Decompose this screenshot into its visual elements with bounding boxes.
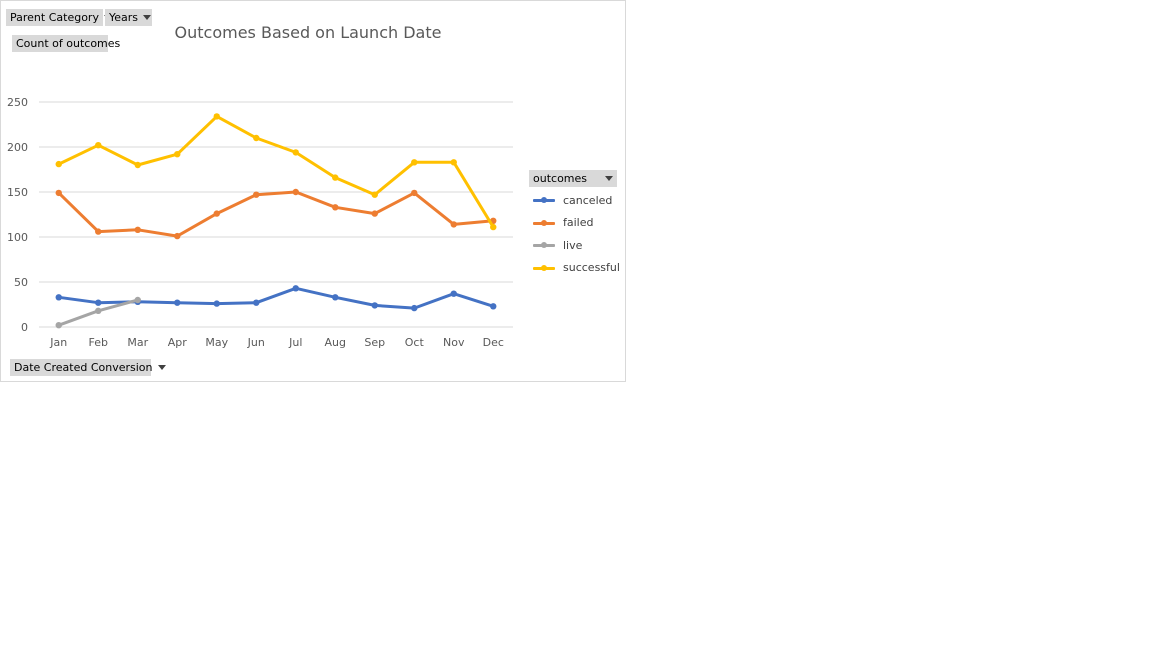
- legend-label: failed: [563, 216, 594, 230]
- data-point-successful[interactable]: [213, 113, 220, 120]
- data-point-canceled[interactable]: [95, 299, 102, 306]
- date-created-conversion-button[interactable]: Date Created Conversion: [10, 359, 166, 376]
- data-point-canceled[interactable]: [332, 294, 339, 301]
- data-point-canceled[interactable]: [490, 303, 497, 310]
- legend-item-canceled[interactable]: canceled: [531, 189, 627, 212]
- data-point-failed[interactable]: [174, 232, 181, 240]
- data-point-failed[interactable]: [55, 189, 62, 197]
- data-point-canceled[interactable]: [55, 294, 62, 301]
- x-tick-label: Apr: [168, 336, 188, 349]
- data-point-live[interactable]: [134, 296, 141, 304]
- x-tick-label: Mar: [127, 336, 148, 349]
- data-point-successful[interactable]: [411, 159, 418, 166]
- x-tick-label: Jul: [288, 336, 302, 349]
- legend: canceled failed live successful: [531, 189, 627, 279]
- series-successful[interactable]: [55, 113, 497, 231]
- values-field-label: Count of outcomes: [16, 37, 121, 50]
- chart-title: Outcomes Based on Launch Date: [174, 23, 442, 42]
- x-tick-label: May: [205, 336, 228, 349]
- legend-label: live: [563, 238, 583, 252]
- legend-swatch-icon: [531, 263, 557, 273]
- x-tick-label: Jun: [247, 336, 265, 349]
- data-point-failed[interactable]: [95, 228, 102, 235]
- legend-item-live[interactable]: live: [531, 234, 627, 257]
- data-point-canceled[interactable]: [174, 299, 181, 306]
- x-tick-label: Feb: [89, 336, 108, 349]
- legend-item-failed[interactable]: failed: [531, 212, 627, 235]
- data-point-canceled[interactable]: [213, 300, 220, 307]
- data-point-canceled[interactable]: [371, 302, 378, 309]
- data-point-successful[interactable]: [95, 142, 102, 149]
- parent-category-filter-button[interactable]: Parent Category: [6, 9, 112, 26]
- legend-swatch-icon: [531, 218, 557, 228]
- data-point-successful[interactable]: [174, 151, 181, 158]
- data-point-successful[interactable]: [371, 191, 378, 198]
- parent-category-filter-label: Parent Category: [10, 11, 99, 24]
- gridlines: [39, 101, 513, 328]
- data-point-failed[interactable]: [134, 226, 141, 233]
- x-axis-ticks: Jan Feb Mar Apr May Jun Jul Aug Sep Oct Nov Dec: [49, 336, 504, 349]
- x-tick-label: Oct: [405, 336, 425, 349]
- data-point-successful[interactable]: [332, 174, 339, 181]
- y-tick-label: 150: [7, 186, 28, 199]
- legend-label: successful: [563, 261, 620, 275]
- years-filter-label: Years: [109, 11, 139, 24]
- y-axis-ticks: 0 50 100 150 200 250: [7, 96, 28, 334]
- legend-swatch-icon: [531, 195, 557, 205]
- series-live[interactable]: [55, 296, 141, 329]
- legend-label: canceled: [563, 193, 613, 207]
- data-point-live[interactable]: [95, 307, 102, 314]
- data-point-successful[interactable]: [253, 134, 260, 142]
- data-point-failed[interactable]: [332, 204, 339, 211]
- data-point-successful[interactable]: [55, 160, 62, 168]
- series-failed[interactable]: [55, 188, 497, 240]
- y-tick-label: 50: [14, 276, 28, 289]
- data-point-canceled[interactable]: [253, 299, 260, 306]
- data-point-successful[interactable]: [134, 161, 141, 169]
- x-tick-label: Jan: [49, 336, 67, 349]
- date-created-conversion-label: Date Created Conversion: [14, 361, 153, 374]
- series-line-failed[interactable]: [57, 190, 495, 238]
- data-point-canceled[interactable]: [450, 290, 457, 297]
- data-point-successful[interactable]: [450, 159, 457, 166]
- data-point-failed[interactable]: [213, 210, 220, 217]
- dropdown-arrow-icon[interactable]: [605, 176, 613, 181]
- series-line-successful[interactable]: [57, 114, 495, 229]
- x-tick-label: Nov: [443, 336, 465, 349]
- data-point-failed[interactable]: [371, 210, 378, 217]
- y-tick-label: 250: [7, 96, 28, 109]
- pivot-chart[interactable]: Parent Category Years Count of outcomes …: [0, 0, 626, 382]
- y-tick-label: 100: [7, 231, 28, 244]
- x-tick-label: Aug: [325, 336, 346, 349]
- outcomes-legend-filter-button[interactable]: outcomes: [529, 170, 617, 187]
- dropdown-arrow-icon[interactable]: [143, 15, 152, 20]
- data-point-failed[interactable]: [450, 221, 457, 228]
- y-tick-label: 200: [7, 141, 28, 154]
- series-lines: [55, 113, 497, 329]
- dropdown-arrow-icon[interactable]: [157, 365, 166, 370]
- data-point-successful[interactable]: [292, 149, 299, 156]
- years-filter-button[interactable]: Years: [105, 9, 152, 26]
- data-point-canceled[interactable]: [292, 285, 299, 292]
- series-canceled[interactable]: [55, 285, 497, 312]
- y-tick-label: 0: [21, 321, 28, 334]
- x-tick-label: Sep: [364, 336, 385, 349]
- data-point-live[interactable]: [55, 322, 62, 329]
- data-point-failed[interactable]: [253, 191, 260, 198]
- data-point-failed[interactable]: [411, 189, 418, 197]
- plot-area: 0 50 100 150 200 250 Jan Feb Mar Apr May Jun Jul Aug…: [7, 96, 513, 349]
- legend-swatch-icon: [531, 240, 557, 250]
- outcomes-legend-filter-label: outcomes: [533, 172, 588, 185]
- values-field-button[interactable]: Count of outcomes: [12, 35, 120, 52]
- data-point-canceled[interactable]: [411, 304, 418, 312]
- data-point-successful[interactable]: [490, 223, 497, 231]
- x-tick-label: Dec: [483, 336, 504, 349]
- data-point-failed[interactable]: [292, 188, 299, 196]
- legend-item-successful[interactable]: successful: [531, 257, 627, 280]
